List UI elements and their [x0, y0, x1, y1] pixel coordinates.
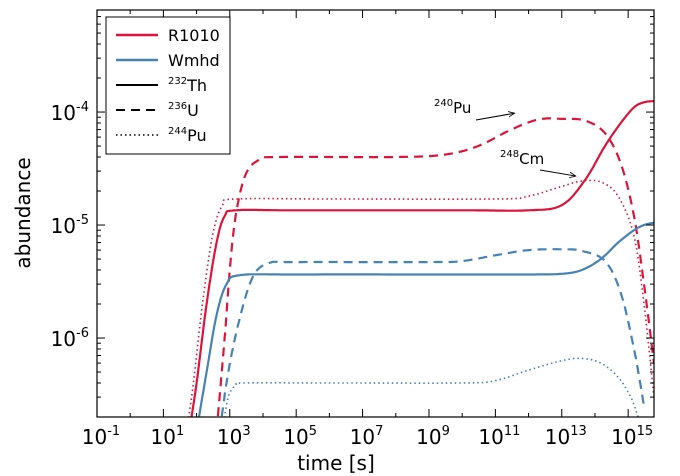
x-tick-label: 101: [151, 424, 185, 449]
ticks-layer: 10-1 101 103 105 107 109 1011 1013 1015 10-6 10-5 1…: [51, 9, 654, 449]
annotation-label: 248Cm: [500, 149, 544, 168]
legend-label: 244Pu: [168, 126, 207, 145]
series-line-r1010-244pu: [187, 179, 654, 417]
x-tick-label: 103: [217, 424, 251, 449]
series-line-r1010-236u: [216, 117, 654, 417]
legend-label: R1010: [168, 26, 220, 45]
x-tick-label: 1011: [478, 424, 520, 449]
y-tick-label: 10-4: [51, 100, 89, 125]
annotations: 240Pu 248Cm: [434, 98, 576, 176]
legend-label: Wmhd: [168, 51, 220, 70]
x-tick-label: 105: [283, 424, 317, 449]
x-tick-label: 109: [416, 424, 450, 449]
annotation-arrow: [539, 169, 576, 176]
x-axis-label: time [s]: [297, 451, 375, 475]
series-line-wmhd-236u: [220, 248, 646, 417]
x-tick-label: 10-1: [82, 424, 120, 449]
annotation-arrow: [475, 113, 515, 121]
series-layer: [187, 100, 654, 417]
y-axis-label: abundance: [11, 157, 35, 268]
legend-label: 232Th: [168, 76, 207, 95]
annotation-label: 240Pu: [434, 98, 471, 117]
series-line-r1010-232th: [190, 100, 654, 417]
x-tick-label: 107: [350, 424, 384, 449]
legend: R1010 Wmhd 232Th 236U 244Pu: [105, 16, 231, 155]
y-tick-label: 10-6: [51, 326, 89, 351]
x-tick-label: 1015: [611, 424, 653, 449]
series-line-wmhd-244pu: [223, 357, 639, 417]
series-line-wmhd-232th: [197, 221, 654, 417]
y-tick-label: 10-5: [51, 213, 89, 238]
legend-label: 236U: [168, 101, 199, 120]
x-tick-label: 1013: [545, 424, 587, 449]
plot-frame: [96, 9, 655, 418]
